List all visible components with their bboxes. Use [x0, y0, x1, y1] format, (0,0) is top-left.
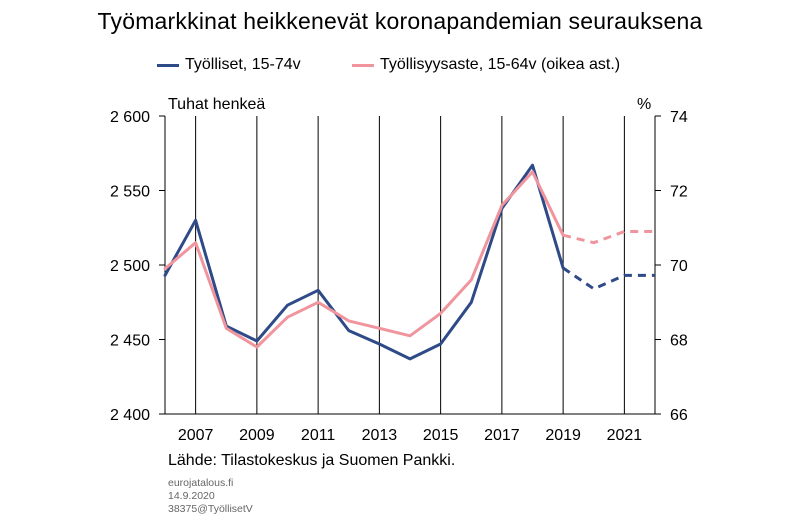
x-tick-label-2019: 2019: [545, 427, 581, 444]
legend-item-tyolliset: Työlliset, 15-74v: [157, 56, 301, 74]
left-tick-label: 2 450: [110, 333, 150, 350]
right-tick-label: 70: [670, 258, 688, 275]
series-forecast-line-1: [562, 230, 655, 245]
legend-swatch-tyollisyysaste: [352, 63, 374, 67]
left-tick-label: 2 600: [110, 109, 150, 126]
x-tick-label-2021: 2021: [607, 427, 643, 444]
legend-item-tyollisyysaste: Työllisyysaste, 15-64v (oikea ast.): [352, 56, 620, 74]
right-tick-label: 72: [670, 184, 688, 201]
meta-site: eurojatalous.fi: [168, 477, 234, 489]
x-tick-label-2009: 2009: [239, 427, 275, 444]
series-forecast-line-0: [562, 266, 655, 291]
meta-id: 38375@TyöllisetV: [168, 503, 253, 515]
x-tick-label-2015: 2015: [423, 427, 459, 444]
left-tick-label: 2 400: [110, 407, 150, 424]
x-tick-label-2007: 2007: [178, 427, 214, 444]
meta-date: 14.9.2020: [168, 490, 215, 502]
x-tick-label-2011: 2011: [301, 427, 336, 444]
source-note: Lähde: Tilastokeskus ja Suomen Pankki.: [168, 452, 456, 469]
legend-label-tyolliset: Työlliset, 15-74v: [185, 56, 301, 73]
right-tick-label: 68: [670, 333, 688, 350]
x-tick-label-2013: 2013: [362, 427, 398, 444]
series-line-1: [163, 170, 565, 349]
right-tick-label: 66: [670, 407, 688, 424]
legend: Työlliset, 15-74v Työllisyysaste, 15-64v…: [0, 56, 800, 80]
right-axis-unit: %: [637, 96, 652, 113]
x-tick-label-2017: 2017: [484, 427, 520, 444]
legend-label-tyollisyysaste: Työllisyysaste, 15-64v (oikea ast.): [380, 56, 621, 73]
legend-swatch-tyolliset: [157, 63, 179, 67]
series-line-0: [163, 163, 565, 361]
left-tick-label: 2 500: [110, 258, 150, 275]
left-tick-label: 2 550: [110, 184, 150, 201]
left-axis-unit: Tuhat henkeä: [168, 96, 266, 113]
chart-title: Työmarkkinat heikkenevät koronapandemian…: [97, 8, 703, 34]
right-tick-label: 74: [670, 109, 688, 126]
